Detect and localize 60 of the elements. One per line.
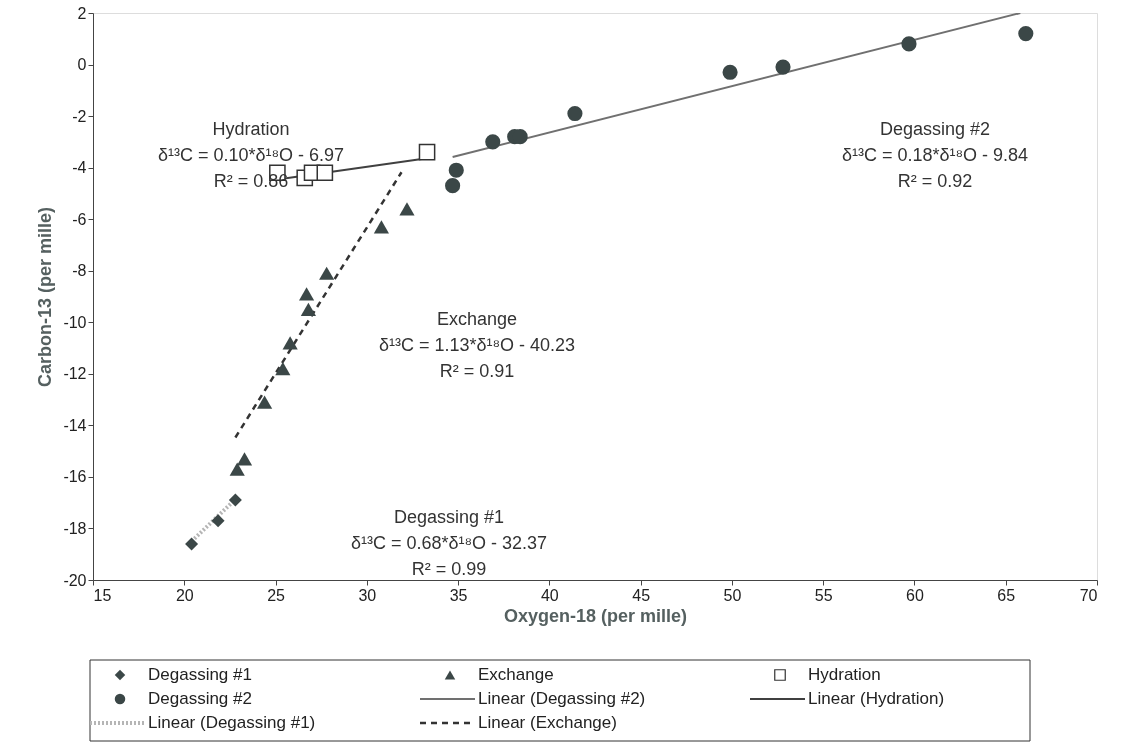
y-tick-label: -20 (63, 571, 87, 589)
point (319, 266, 335, 280)
point (373, 220, 389, 234)
annotation: Degassing #2 δ¹³C = 0.18*δ¹⁸O - 9.84 R² = 0.92 (841, 119, 1029, 191)
point (211, 514, 225, 528)
point (399, 202, 415, 216)
point (257, 395, 273, 409)
x-tick-label: 15 (93, 586, 112, 604)
point (316, 164, 334, 182)
x-tick-label: 25 (267, 586, 286, 604)
point (282, 336, 298, 350)
point (299, 287, 315, 301)
point (1018, 26, 1034, 42)
point (448, 162, 464, 178)
y-tick-label: 2 (77, 4, 87, 22)
point (418, 143, 436, 161)
x-tick-label: 55 (814, 586, 833, 604)
x-axis-title: Oxygen-18 (per mille) (503, 605, 688, 626)
point (567, 105, 583, 122)
y-tick-label: -14 (63, 416, 87, 434)
y-tick-label: -12 (63, 365, 87, 383)
legend-label: Linear (Hydration) (808, 689, 945, 708)
legend-label: Linear (Degassing #1) (148, 713, 316, 732)
point (185, 537, 199, 551)
y-tick-label: 0 (77, 56, 87, 74)
x-tick-label: 70 (1079, 586, 1098, 604)
point (901, 36, 917, 52)
x-tick-label: 30 (358, 586, 377, 604)
point (775, 59, 791, 75)
x-tick-label: 65 (997, 586, 1016, 604)
legend-label: Degassing #2 (148, 689, 252, 708)
legend-label: Degassing #1 (148, 665, 252, 684)
point (275, 362, 291, 376)
point (236, 452, 253, 466)
y-tick-label: -18 (63, 519, 87, 537)
y-tick-label: -2 (72, 107, 87, 125)
legend-label: Linear (Degassing #2) (478, 689, 646, 708)
annotation: Degassing #1 δ¹³C = 0.68*δ¹⁸O - 32.37 R² = 0.99 (350, 507, 548, 579)
annotation: Exchange δ¹³C = 1.13*δ¹⁸O - 40.23 R² = 0.91 (378, 309, 576, 381)
y-tick-label: -16 (63, 468, 87, 486)
x-tick-label: 45 (632, 586, 651, 604)
x-tick-label: 35 (449, 586, 468, 604)
legend-label: Linear (Exchange) (478, 713, 617, 732)
x-tick-label: 40 (540, 586, 559, 604)
x-tick-label: 60 (906, 586, 924, 604)
point (722, 64, 738, 80)
y-tick-label: -4 (72, 159, 87, 177)
y-tick-label: -10 (63, 313, 87, 331)
x-tick-label: 50 (723, 586, 742, 604)
legend-label: Exchange (478, 665, 554, 684)
x-tick-label: 20 (175, 586, 194, 604)
point (445, 178, 461, 194)
point (485, 134, 501, 150)
point (300, 302, 316, 316)
y-tick-label: -6 (72, 210, 87, 228)
y-axis-title: Carbon-13 (per mille) (35, 206, 56, 388)
point (229, 462, 245, 476)
y-tick-label: -8 (72, 262, 87, 280)
legend-label: Hydration (808, 665, 881, 684)
point (228, 493, 242, 507)
